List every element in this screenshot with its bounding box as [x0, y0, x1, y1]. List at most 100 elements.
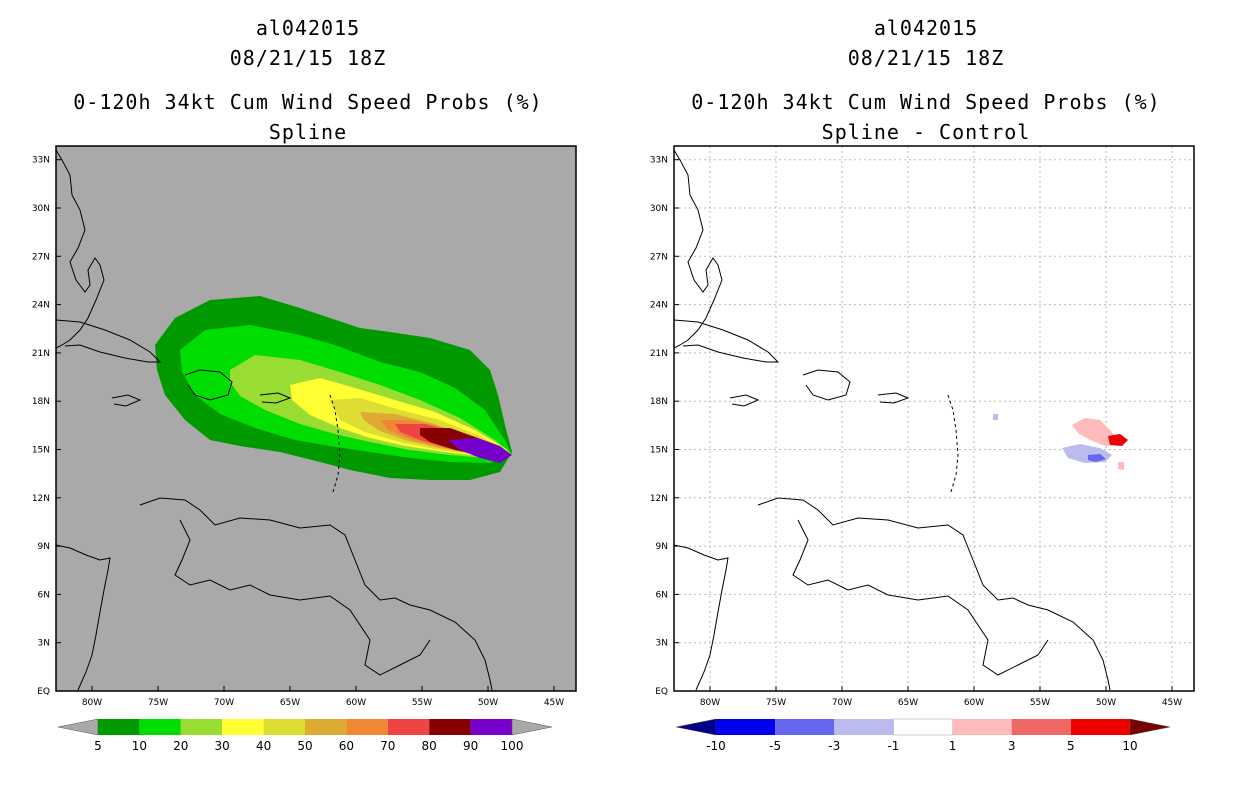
colorbar-swatch [834, 719, 894, 735]
lat-label: 27N [32, 252, 50, 262]
lat-label: 15N [650, 446, 668, 456]
latitude-labels: EQ 3N 6N 9N 12N 15N 18N 21N 24N 27N 30N 33N [32, 156, 61, 697]
colorbar-swatch [222, 719, 264, 735]
coastline-colombia-west [56, 544, 111, 691]
coastlines [56, 149, 493, 691]
left-colorbar: 5 10 20 30 40 50 60 70 80 90 100 [57, 718, 553, 753]
lat-label: 15N [32, 446, 50, 456]
lat-label: 30N [650, 204, 668, 214]
storm-id-title: al042015 [255, 16, 361, 40]
lat-label: 12N [32, 494, 50, 504]
colorbar-label: 5 [94, 739, 102, 753]
colorbar-label: -10 [706, 739, 726, 753]
colorbar-swatch [139, 719, 181, 735]
diff-positive-small [1118, 462, 1124, 470]
colorbar-label: 5 [1067, 739, 1075, 753]
diff-negative-small [993, 414, 998, 420]
coastline-jamaica [111, 394, 142, 407]
map-background [674, 146, 1194, 691]
lon-label: 75W [766, 698, 786, 708]
colorbar-swatch [180, 719, 223, 735]
lon-label: 65W [280, 698, 300, 708]
colorbar-label: 60 [339, 739, 354, 753]
diff-negative-3-contour [1088, 454, 1106, 462]
lat-label: 12N [650, 494, 668, 504]
lat-label: 18N [650, 397, 668, 407]
diff-positive-1-contour [1072, 418, 1118, 446]
init-time-title: 08/21/15 18Z [847, 46, 1005, 70]
colorbar-swatch [893, 718, 953, 736]
colorbar-swatch [1011, 719, 1071, 735]
colorbar-label: -1 [887, 739, 899, 753]
lat-label: 27N [650, 252, 668, 262]
lon-label: 75W [148, 698, 168, 708]
coastline-puerto-rico [259, 392, 292, 404]
coastline-cuba [674, 319, 780, 363]
lon-label: 65W [898, 698, 918, 708]
subtitle: Spline [268, 120, 348, 144]
lat-label: 21N [650, 349, 668, 359]
colorbar-label: 10 [1122, 739, 1137, 753]
colorbar-swatch [387, 719, 430, 735]
colorbar-label: 30 [215, 739, 230, 753]
init-time-title: 08/21/15 18Z [229, 46, 387, 70]
map-frame [673, 145, 1195, 692]
lon-label: 70W [832, 698, 852, 708]
coastline-us [674, 149, 723, 349]
colorbar-under-arrow [57, 718, 99, 736]
lat-label: 33N [32, 156, 50, 166]
lon-label: 60W [964, 698, 984, 708]
lon-label: 45W [1162, 698, 1182, 708]
subtitle: Spline - Control [821, 120, 1031, 144]
lon-label: 60W [346, 698, 366, 708]
colorbar-swatch [98, 719, 140, 735]
colorbar-over-arrow [511, 718, 553, 736]
colorbar-label: 90 [463, 739, 478, 753]
lat-label: 18N [32, 397, 50, 407]
prob-90-contour [448, 438, 512, 463]
graticule [674, 146, 1194, 691]
lat-label: 9N [38, 542, 50, 552]
lon-label: 80W [82, 698, 102, 708]
longitude-labels: 80W 75W 70W 65W 60W 55W 50W 45W [82, 686, 564, 708]
colorbar-over-arrow [1129, 718, 1171, 736]
colorbar-label: -3 [828, 739, 840, 753]
lat-label: 21N [32, 349, 50, 359]
latitude-labels: EQ 3N 6N 9N 12N 15N 18N 21N 24N 27N 30N 33N [650, 156, 679, 697]
colorbar-under-arrow [675, 718, 717, 736]
colorbar-swatch [716, 719, 776, 735]
lat-label: 30N [32, 204, 50, 214]
lon-label: 55W [1030, 698, 1050, 708]
coastline-cuba [56, 319, 162, 363]
coastlines [674, 149, 1111, 691]
coastline-jamaica [729, 394, 760, 407]
colorbar-label: 80 [422, 739, 437, 753]
lat-label: 33N [650, 156, 668, 166]
colorbar-swatch [1070, 719, 1130, 735]
longitude-labels: 80W 75W 70W 65W 60W 55W 50W 45W [700, 686, 1182, 708]
right-colorbar: -10 -5 -3 -1 1 3 5 10 [675, 718, 1171, 753]
colorbar-label: 20 [173, 739, 188, 753]
coastline-venezuela-guianas [757, 497, 1111, 691]
lat-label: 9N [656, 542, 668, 552]
border-south-america [174, 519, 431, 676]
diff-positive-10-contour [1112, 437, 1124, 443]
colorbar-label: -5 [769, 739, 781, 753]
colorbar-label: 50 [297, 739, 312, 753]
coastline-us [56, 149, 105, 349]
lon-label: 50W [478, 698, 498, 708]
lat-label: 24N [650, 301, 668, 311]
coastline-hispaniola [184, 369, 233, 401]
colorbar-label: 3 [1008, 739, 1016, 753]
product-title: 0-120h 34kt Cum Wind Speed Probs (%) [691, 90, 1161, 114]
lat-label: EQ [37, 687, 50, 697]
right-map: EQ 3N 6N 9N 12N 15N 18N 21N 24N 27N 30N 33N 80W 75W 7… [650, 145, 1195, 708]
lon-label: 70W [214, 698, 234, 708]
colorbar-label: 1 [949, 739, 957, 753]
lat-label: 3N [38, 639, 50, 649]
product-title: 0-120h 34kt Cum Wind Speed Probs (%) [73, 90, 543, 114]
lon-label: 45W [544, 698, 564, 708]
lat-label: 3N [656, 639, 668, 649]
colorbar-label: 100 [501, 739, 524, 753]
